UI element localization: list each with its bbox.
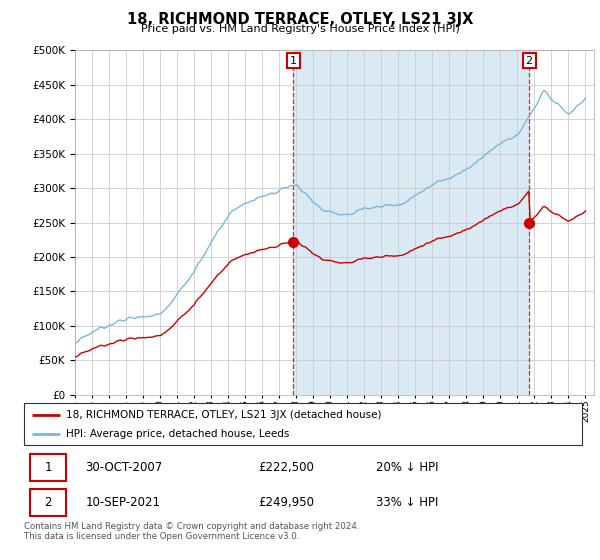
- Text: £249,950: £249,950: [259, 496, 314, 509]
- Text: HPI: Average price, detached house, Leeds: HPI: Average price, detached house, Leed…: [66, 429, 289, 439]
- FancyBboxPatch shape: [29, 454, 66, 481]
- Text: 2: 2: [44, 496, 52, 509]
- Text: 33% ↓ HPI: 33% ↓ HPI: [376, 496, 438, 509]
- Text: 18, RICHMOND TERRACE, OTLEY, LS21 3JX (detached house): 18, RICHMOND TERRACE, OTLEY, LS21 3JX (d…: [66, 409, 382, 419]
- Text: 1: 1: [44, 461, 52, 474]
- Text: £222,500: £222,500: [259, 461, 314, 474]
- FancyBboxPatch shape: [24, 403, 582, 445]
- Text: 30-OCT-2007: 30-OCT-2007: [85, 461, 163, 474]
- Text: 10-SEP-2021: 10-SEP-2021: [85, 496, 160, 509]
- Text: Price paid vs. HM Land Registry's House Price Index (HPI): Price paid vs. HM Land Registry's House …: [140, 24, 460, 34]
- Text: 20% ↓ HPI: 20% ↓ HPI: [376, 461, 438, 474]
- Bar: [293, 50, 529, 395]
- Text: 18, RICHMOND TERRACE, OTLEY, LS21 3JX: 18, RICHMOND TERRACE, OTLEY, LS21 3JX: [127, 12, 473, 27]
- FancyBboxPatch shape: [29, 489, 66, 516]
- Text: Contains HM Land Registry data © Crown copyright and database right 2024.
This d: Contains HM Land Registry data © Crown c…: [24, 522, 359, 542]
- Text: 2: 2: [526, 55, 533, 66]
- Text: 1: 1: [290, 55, 297, 66]
